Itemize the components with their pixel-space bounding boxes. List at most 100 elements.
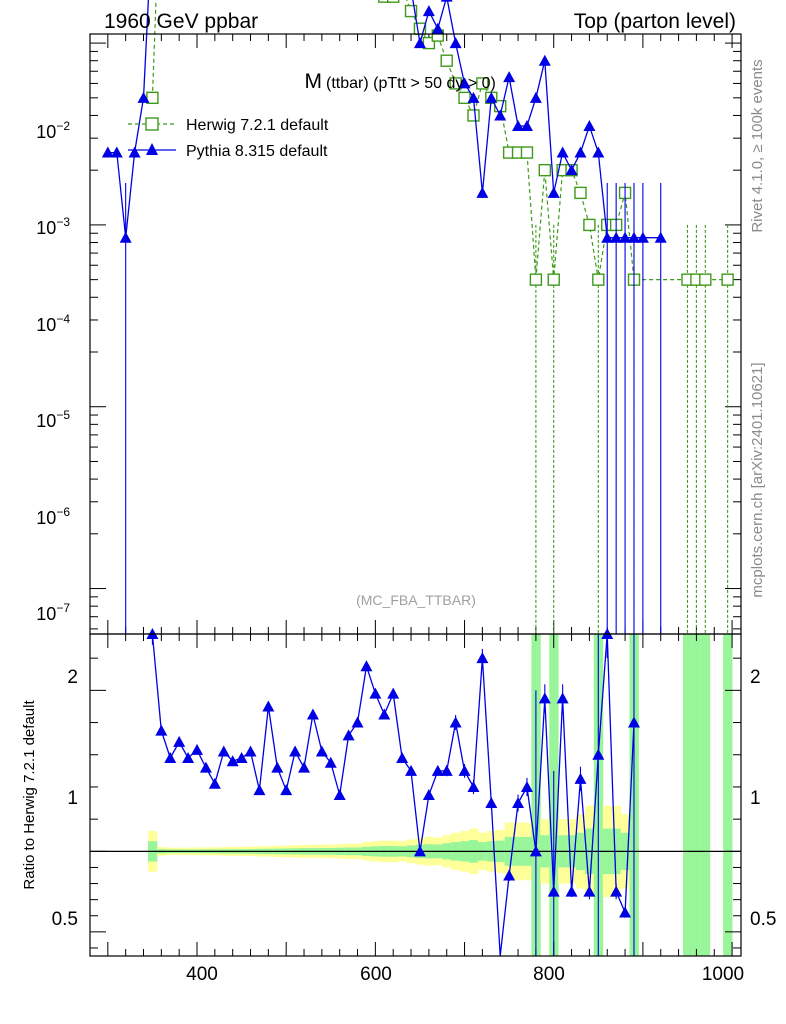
pythia-marker: [431, 22, 444, 34]
ratio-marker: [547, 885, 560, 897]
ratio-marker: [226, 755, 239, 767]
pythia-marker: [458, 77, 471, 89]
ratio-line: [151, 633, 635, 957]
ratio-marker: [289, 745, 302, 757]
herwig-marker: [592, 273, 605, 286]
ratio-band-green: [723, 634, 733, 956]
ratio-marker: [440, 764, 453, 776]
ratio-marker: [476, 652, 489, 664]
ratio-marker: [422, 789, 435, 800]
y-tick-label-1e-4: 10−4: [36, 312, 70, 335]
pythia-marker: [592, 146, 605, 158]
ratio-marker: [333, 789, 346, 800]
herwig-marker: [378, 0, 391, 3]
ratio-marker: [262, 700, 275, 712]
herwig-marker: [538, 163, 552, 177]
pythia-marker: [574, 146, 587, 158]
ratio-marker: [538, 692, 551, 704]
header-right: Top (parton level): [574, 10, 736, 33]
title-main: M: [305, 70, 323, 93]
ratio-marker: [298, 761, 311, 773]
ratio-marker: [467, 780, 480, 792]
pythia-marker: [413, 37, 426, 49]
uncertainty-bands: [147, 634, 733, 956]
ratio-marker: [191, 743, 204, 755]
main-y-labels: 10−7 10−6 10−5 10−4 10−3 10−2: [36, 119, 70, 624]
legend-herwig-label: Herwig 7.2.1 default: [186, 117, 329, 134]
ratio-marker: [369, 687, 382, 699]
ratio-y-label-0_5-right: 0.5: [750, 909, 776, 930]
ratio-marker: [431, 764, 444, 776]
ratio-marker: [360, 660, 373, 672]
legend: Herwig 7.2.1 default Pythia 8.315 defaul…: [128, 117, 329, 160]
title-sub: (ttbar) (pTtt > 50 dy > 0): [326, 75, 496, 92]
herwig-marker: [467, 109, 480, 122]
herwig-marker: [529, 273, 543, 286]
herwig-marker: [721, 273, 734, 286]
pythia-marker: [110, 146, 123, 158]
herwig-marker: [699, 273, 712, 286]
ratio-band-green: [700, 634, 711, 956]
ratio-marker: [485, 797, 498, 809]
ratio-y-label-2: 2: [67, 667, 78, 688]
y-tick-label-1e-5: 10−5: [36, 408, 70, 431]
pythia-marker: [485, 91, 498, 103]
ratio-series: [146, 628, 640, 957]
y-tick-label-1e-3: 10−3: [36, 215, 70, 238]
ratio-marker: [173, 735, 186, 747]
ratio-y-label-1: 1: [67, 788, 78, 809]
herwig-marker: [574, 186, 587, 200]
ratio-y-label-1-right: 1: [750, 788, 761, 809]
ratio-y-axis-title: Ratio to Herwig 7.2.1 default: [21, 700, 38, 890]
pythia-marker: [538, 54, 551, 66]
header-left: 1960 GeV ppbar: [104, 10, 258, 33]
ratio-band-green: [691, 634, 702, 956]
pythia-marker: [627, 231, 640, 243]
y-tick-label-1e-2: 10−2: [36, 119, 70, 142]
pythia-marker: [449, 37, 462, 49]
ratio-marker: [627, 716, 640, 728]
ratio-marker: [449, 716, 462, 728]
herwig-marker: [387, 0, 400, 3]
y-tick-label-1e-6: 10−6: [36, 505, 70, 528]
pythia-marker: [467, 91, 480, 103]
legend-herwig-marker: [145, 117, 159, 131]
herwig-marker: [440, 54, 453, 67]
pythia-marker: [137, 91, 150, 103]
legend-pythia-marker: [146, 143, 158, 155]
pythia-marker: [583, 119, 596, 131]
ratio-marker: [199, 761, 212, 773]
ratio-marker: [315, 745, 328, 757]
ratio-marker: [529, 845, 542, 857]
ratio-marker: [244, 745, 257, 757]
y-tick-label-1e-7: 10−7: [36, 601, 70, 624]
ratio-marker: [520, 780, 533, 792]
ratio-marker: [155, 724, 168, 736]
x-tick-label-800: 800: [533, 964, 565, 985]
ratio-y-label-0_5: 0.5: [52, 909, 78, 930]
pythia-marker: [636, 231, 649, 243]
x-labels: 400 600 800 1000: [186, 964, 744, 985]
pythia-marker: [556, 146, 569, 158]
ratio-marker: [324, 756, 337, 768]
pythia-marker: [440, 0, 453, 2]
ratio-marker: [182, 751, 195, 763]
x-tick-label-600: 600: [360, 964, 392, 985]
pythia-marker: [494, 109, 507, 121]
ratio-y-labels: 2 1 0.5 2 1 0.5: [52, 667, 777, 930]
ratio-marker: [405, 764, 418, 776]
herwig-marker: [458, 91, 471, 105]
herwig-marker: [583, 218, 596, 232]
ratio-marker: [280, 784, 293, 796]
pythia-line: [107, 0, 661, 239]
pythia-marker: [512, 119, 525, 131]
ratio-marker: [271, 761, 284, 773]
ratio-marker: [610, 885, 623, 897]
ratio-marker: [351, 716, 364, 728]
ratio-marker: [164, 751, 177, 763]
ratio-marker: [396, 751, 409, 763]
herwig-marker: [547, 273, 560, 286]
herwig-marker: [422, 36, 436, 50]
herwig-marker: [449, 77, 462, 90]
ratio-marker: [217, 745, 230, 757]
